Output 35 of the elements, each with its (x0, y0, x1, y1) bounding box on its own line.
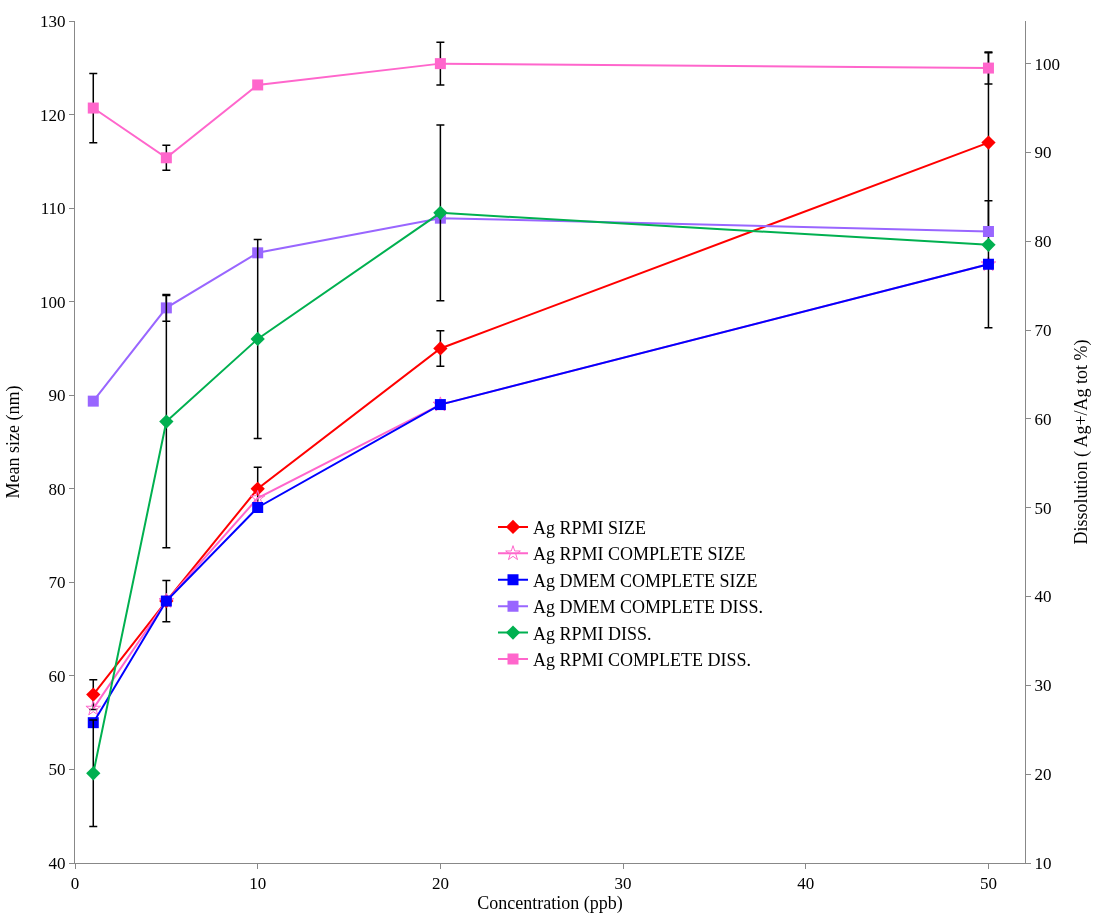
y-tick-label: 40 (48, 853, 66, 873)
y2-tick-label: 40 (1034, 587, 1052, 607)
legend-label: Ag RPMI DISS. (533, 623, 652, 644)
y-tick-label: 100 (40, 292, 66, 312)
legend-label: Ag RPMI COMPLETE SIZE (533, 544, 746, 565)
y2-tick-label: 10 (1034, 853, 1052, 873)
y2-tick-label: 90 (1034, 143, 1052, 163)
y-tick-label: 90 (48, 386, 66, 406)
y-tick-label: 130 (40, 11, 66, 31)
x-tick-label: 0 (70, 874, 80, 894)
y-tick-label: 60 (48, 666, 66, 686)
x-tick-label: 20 (431, 874, 449, 894)
y-tick-label: 120 (40, 105, 66, 125)
y2-tick-label: 20 (1034, 765, 1052, 785)
legend-label: Ag RPMI SIZE (533, 517, 647, 538)
y-axis-title: Mean size (nm) (3, 385, 25, 499)
x-tick-label: 50 (979, 874, 997, 894)
legend-label: Ag RPMI COMPLETE DISS. (533, 649, 752, 670)
legend-label: Ag DMEM COMPLETE DISS. (533, 597, 764, 618)
x-tick-label: 10 (249, 874, 267, 894)
legend-label: Ag DMEM COMPLETE SIZE (533, 570, 758, 591)
x-axis-title: Concentration (ppb) (477, 893, 623, 915)
y2-tick-label: 30 (1034, 676, 1052, 696)
y2-tick-label: 100 (1034, 54, 1060, 74)
y2-tick-label: 70 (1034, 321, 1052, 341)
y-tick-label: 70 (48, 573, 66, 593)
y2-tick-label: 60 (1034, 409, 1052, 429)
y2-tick-label: 80 (1034, 232, 1052, 252)
y-tick-label: 50 (48, 760, 66, 780)
y-tick-label: 110 (40, 199, 66, 219)
x-tick-label: 30 (614, 874, 632, 894)
y-tick-label: 80 (48, 479, 66, 499)
y2-tick-label: 50 (1034, 498, 1052, 518)
x-tick-label: 40 (797, 874, 815, 894)
y2-axis-title: Dissolution ( Ag+/Ag tot %) (1071, 339, 1092, 545)
